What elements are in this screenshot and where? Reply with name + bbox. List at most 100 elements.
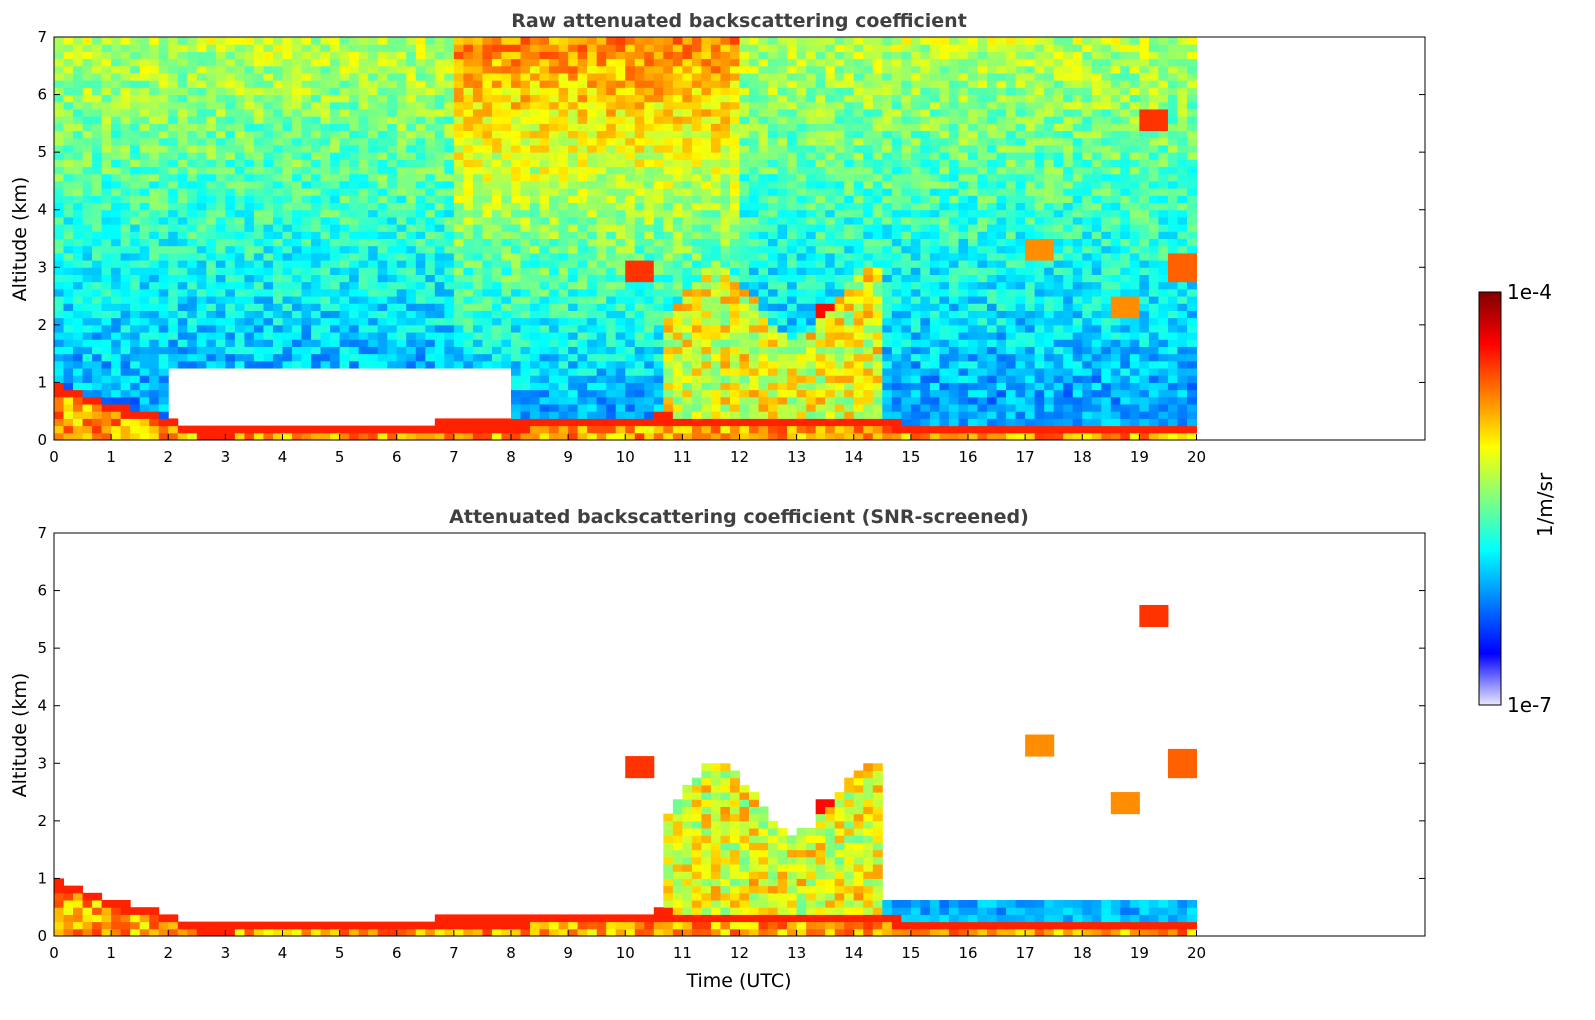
heatmap-cell (111, 252, 122, 261)
heatmap-cell (139, 137, 150, 146)
heatmap-cell (634, 130, 645, 139)
heatmap-cell (691, 224, 702, 232)
heatmap-cell (225, 339, 236, 347)
heatmap-cell (130, 317, 141, 326)
heatmap-cell (891, 101, 902, 110)
heatmap-cell (530, 87, 541, 96)
heatmap-cell (158, 58, 169, 67)
heatmap-cell (929, 245, 940, 254)
heatmap-cell (739, 166, 750, 175)
heatmap-cell (444, 137, 455, 146)
heatmap-cell (301, 324, 312, 333)
heatmap-cell (644, 432, 655, 441)
heatmap-cell (825, 317, 836, 326)
heatmap-cell (501, 252, 512, 261)
heatmap-cell (520, 252, 531, 261)
heatmap-cell (111, 209, 122, 218)
heatmap-cell (615, 310, 626, 319)
heatmap-cell (511, 425, 522, 434)
heatmap-cell (301, 166, 312, 175)
heatmap-cell (272, 51, 283, 60)
heatmap-cell (625, 159, 636, 168)
heatmap-cell (425, 296, 436, 304)
heatmap-cell (815, 152, 826, 160)
heatmap-cell (929, 310, 940, 319)
heatmap-cell (939, 137, 950, 146)
heatmap-cell (215, 202, 226, 211)
heatmap-cell (377, 353, 388, 362)
heatmap-cell (311, 317, 322, 326)
heatmap-cell (282, 144, 293, 153)
heatmap-cell (215, 87, 226, 96)
heatmap-cell (101, 274, 112, 283)
heatmap-cell (472, 209, 483, 218)
heatmap-cell (187, 51, 198, 60)
heatmap-cell (587, 231, 598, 239)
heatmap-cell (758, 101, 769, 110)
heatmap-cell (606, 195, 617, 204)
heatmap-cell (691, 274, 702, 283)
heatmap-cell (225, 159, 236, 168)
heatmap-cell (787, 375, 798, 383)
heatmap-cell (225, 94, 236, 103)
heatmap-cell (920, 296, 931, 304)
heatmap-cell (158, 396, 169, 405)
heatmap-cell (491, 296, 502, 304)
heatmap-cell (196, 209, 207, 218)
heatmap-cell (206, 123, 217, 132)
heatmap-cell (396, 65, 407, 74)
heatmap-cell (358, 353, 369, 362)
heatmap-cell (948, 382, 959, 391)
heatmap-cell (101, 209, 112, 218)
heatmap-cell (758, 245, 769, 254)
heatmap-cell (149, 238, 160, 247)
heatmap-cell (863, 51, 874, 60)
heatmap-cell (891, 310, 902, 319)
heatmap-cell (92, 418, 103, 427)
heatmap-cell (701, 72, 712, 81)
heatmap-cell (368, 80, 379, 88)
heatmap-cell (844, 231, 855, 239)
heatmap-cell (215, 195, 226, 204)
heatmap-cell (615, 425, 626, 434)
heatmap-cell (82, 144, 93, 153)
heatmap-cell (929, 44, 940, 52)
heatmap-cell (82, 209, 93, 218)
heatmap-cell (663, 404, 674, 412)
heatmap-cell (463, 37, 474, 45)
heatmap-cell (720, 360, 731, 369)
heatmap-cell (253, 303, 264, 311)
heatmap-cell (368, 72, 379, 81)
heatmap-cell (139, 180, 150, 189)
heatmap-cell (434, 72, 445, 81)
heatmap-cell (625, 339, 636, 347)
heatmap-cell (491, 180, 502, 189)
heatmap-cell (720, 238, 731, 247)
heatmap-cell (787, 332, 798, 340)
heatmap-cell (568, 260, 579, 268)
heatmap-cell (139, 360, 150, 369)
heatmap-cell (530, 418, 541, 427)
heatmap-cell (806, 173, 817, 182)
heatmap-cell (615, 137, 626, 146)
heatmap-cell (625, 288, 636, 297)
heatmap-cell (225, 209, 236, 218)
heatmap-cell (311, 360, 322, 369)
heatmap-cell (558, 65, 569, 74)
heatmap-cell (511, 360, 522, 369)
heatmap-cell (501, 188, 512, 196)
heatmap-cell (729, 310, 740, 319)
heatmap-cell (872, 137, 883, 146)
heatmap-cell (330, 123, 341, 132)
heatmap-cell (882, 159, 893, 168)
heatmap-cell (501, 51, 512, 60)
heatmap-cell (111, 123, 122, 132)
heatmap-cell (672, 231, 683, 239)
heatmap-cell (549, 195, 560, 204)
heatmap-cell (472, 425, 483, 434)
heatmap-cell (101, 44, 112, 52)
heatmap-cell (463, 288, 474, 297)
heatmap-cell (710, 404, 721, 412)
heatmap-cell (539, 425, 550, 434)
heatmap-cell (472, 360, 483, 369)
